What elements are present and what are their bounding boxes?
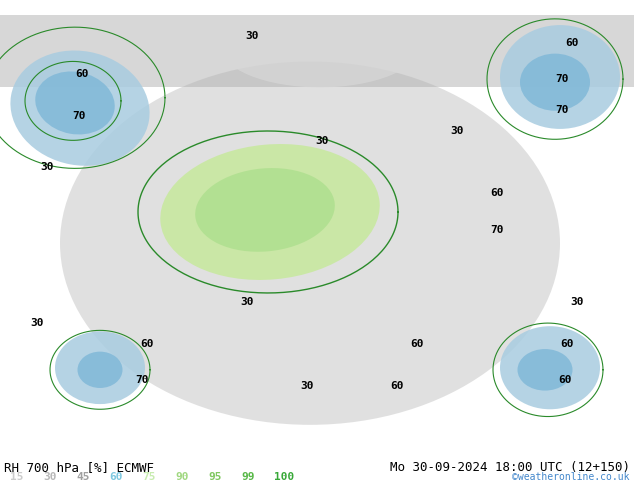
- Text: 70: 70: [555, 105, 569, 115]
- Ellipse shape: [10, 50, 150, 166]
- Text: 95: 95: [208, 472, 221, 482]
- Text: 75: 75: [142, 472, 155, 482]
- Text: 60: 60: [109, 472, 122, 482]
- Ellipse shape: [520, 53, 590, 111]
- Text: 60: 60: [560, 339, 574, 349]
- Ellipse shape: [220, 4, 420, 87]
- Ellipse shape: [195, 168, 335, 252]
- Text: 30: 30: [30, 318, 44, 328]
- Text: 70: 70: [135, 375, 148, 385]
- Ellipse shape: [36, 72, 115, 134]
- Text: 30: 30: [43, 472, 56, 482]
- Text: 60: 60: [558, 375, 571, 385]
- Text: 30: 30: [570, 297, 583, 307]
- Text: 60: 60: [490, 189, 503, 198]
- Text: 60: 60: [140, 339, 153, 349]
- Ellipse shape: [517, 349, 573, 391]
- Text: 60: 60: [410, 339, 424, 349]
- Text: ©weatheronline.co.uk: ©weatheronline.co.uk: [512, 472, 630, 482]
- Text: 15: 15: [10, 472, 23, 482]
- Text: 70: 70: [490, 225, 503, 235]
- Text: 60: 60: [565, 38, 578, 48]
- Text: 60: 60: [75, 69, 89, 79]
- Ellipse shape: [500, 25, 620, 129]
- Text: 30: 30: [40, 163, 53, 172]
- Text: 45: 45: [76, 472, 89, 482]
- Text: RH 700 hPa [%] ECMWF: RH 700 hPa [%] ECMWF: [4, 461, 154, 474]
- Text: 60: 60: [390, 381, 403, 391]
- Text: 99: 99: [241, 472, 254, 482]
- Ellipse shape: [160, 144, 380, 280]
- Bar: [0, 4, 634, 87]
- Text: 30: 30: [300, 381, 313, 391]
- Text: 30: 30: [450, 126, 463, 136]
- Text: 70: 70: [555, 74, 569, 84]
- Ellipse shape: [55, 331, 145, 404]
- Text: 100: 100: [274, 472, 294, 482]
- Text: 90: 90: [175, 472, 188, 482]
- Text: Mo 30-09-2024 18:00 UTC (12+150): Mo 30-09-2024 18:00 UTC (12+150): [390, 461, 630, 474]
- Ellipse shape: [500, 326, 600, 409]
- Text: 30: 30: [315, 137, 328, 147]
- Text: 30: 30: [245, 30, 259, 41]
- Ellipse shape: [77, 352, 122, 388]
- Ellipse shape: [60, 61, 560, 425]
- Text: 30: 30: [240, 297, 254, 307]
- Text: 70: 70: [72, 111, 86, 121]
